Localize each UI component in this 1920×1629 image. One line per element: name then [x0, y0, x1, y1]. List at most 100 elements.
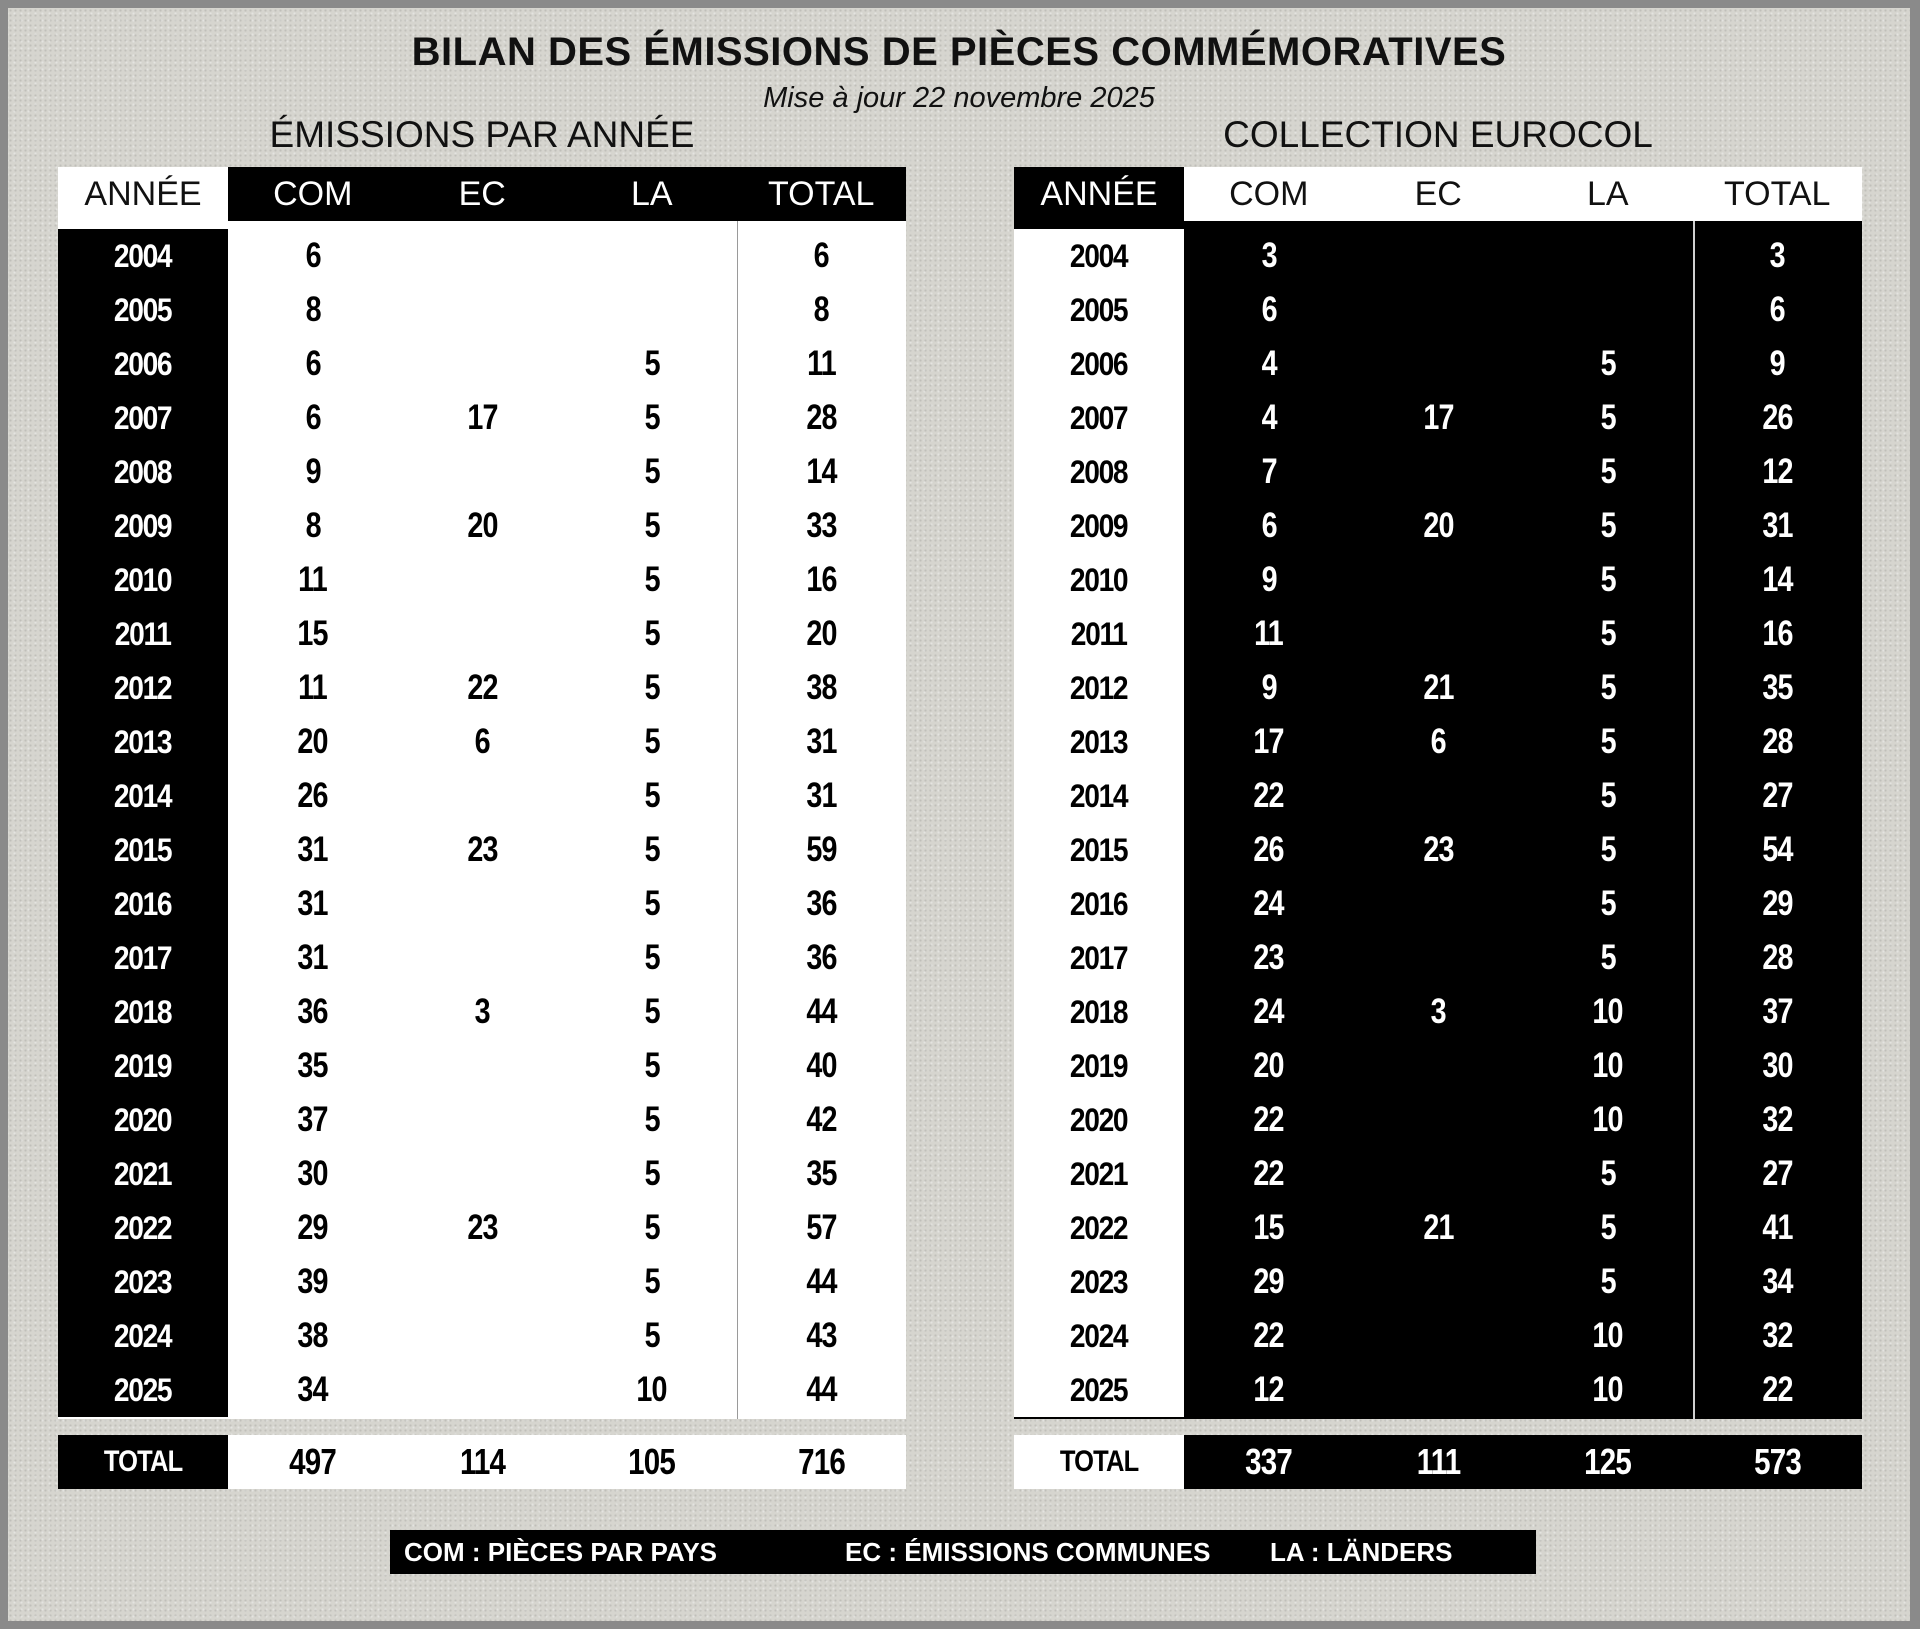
cell-total: 35 — [1762, 668, 1793, 707]
cell-total: 16 — [806, 560, 837, 599]
cell-total: 3 — [1769, 236, 1786, 275]
cell-la: 10 — [636, 1370, 668, 1409]
cell-la: 5 — [644, 1316, 660, 1355]
table-row: 2008 9 5 14 — [58, 445, 906, 499]
table-row: 2006 4 5 9 — [1014, 337, 1862, 391]
header-year: ANNÉE — [1014, 167, 1184, 221]
table-row: 2022 15 21 5 41 — [1014, 1201, 1862, 1255]
cell-la: 5 — [1600, 1262, 1616, 1301]
table-row: 2024 38 5 43 — [58, 1309, 906, 1363]
cell-year: 2005 — [114, 291, 173, 328]
cell-com: 37 — [297, 1100, 329, 1139]
cell-com: 7 — [1261, 452, 1277, 491]
cell-la: 5 — [644, 1046, 660, 1085]
table-row: 2009 8 20 5 33 — [58, 499, 906, 553]
cell-com: 31 — [297, 884, 329, 923]
cell-year: 2004 — [114, 237, 173, 274]
legend-la: LA : LÄNDERS — [1270, 1537, 1453, 1567]
header-total: TOTAL — [736, 167, 906, 221]
cell-year: 2021 — [1070, 1155, 1129, 1192]
cell-la: 5 — [644, 452, 660, 491]
column-divider — [737, 221, 738, 1419]
table-row: 2019 20 10 30 — [1014, 1039, 1862, 1093]
cell-total: 14 — [806, 452, 837, 491]
cell-year: 2006 — [1070, 345, 1129, 382]
cell-year: 2015 — [1070, 831, 1129, 868]
table-row: 2016 31 5 36 — [58, 877, 906, 931]
cell-year: 2011 — [115, 615, 172, 652]
cell-ec: 6 — [1430, 722, 1447, 761]
cell-com: 12 — [1253, 1370, 1285, 1409]
cell-total: 32 — [1762, 1100, 1793, 1139]
table-row: 2019 35 5 40 — [58, 1039, 906, 1093]
cell-com: 22 — [1253, 1154, 1285, 1193]
cell-la: 10 — [1592, 1370, 1624, 1409]
table-row: 2023 29 5 34 — [1014, 1255, 1862, 1309]
cell-com: 8 — [305, 506, 321, 545]
cell-year: 2014 — [114, 777, 173, 814]
cell-year: 2010 — [114, 561, 173, 598]
cell-la: 5 — [644, 884, 660, 923]
cell-year: 2021 — [114, 1155, 173, 1192]
table-row: 2020 22 10 32 — [1014, 1093, 1862, 1147]
legend-com: COM : PIÈCES PAR PAYS — [404, 1537, 718, 1567]
cell-year: 2024 — [1070, 1317, 1129, 1354]
cell-com: 24 — [1253, 992, 1285, 1031]
cell-total: 28 — [1762, 722, 1793, 761]
cell-ec: 23 — [1423, 830, 1454, 869]
cell-la: 5 — [1600, 1154, 1616, 1193]
cell-la: 5 — [644, 614, 660, 653]
cell-la: 5 — [1600, 938, 1616, 977]
cell-year: 2009 — [1070, 507, 1129, 544]
table-row: 2016 24 5 29 — [1014, 877, 1862, 931]
cell-ec: 3 — [1430, 992, 1447, 1031]
cell-year: 2018 — [1070, 993, 1129, 1030]
cell-la: 5 — [1600, 560, 1616, 599]
table-row: 2015 26 23 5 54 — [1014, 823, 1862, 877]
table-body: 2004 3 3 2005 6 6 2006 4 5 9 2007 4 17 5 26 2008 7 5 12 200… — [1014, 221, 1862, 1419]
eurocol-total-row: TOTAL 337 111 125 573 — [1014, 1435, 1862, 1489]
table-row: 2024 22 10 32 — [1014, 1309, 1862, 1363]
cell-total: 33 — [806, 506, 837, 545]
cell-ec: 6 — [474, 722, 491, 761]
cell-la: 10 — [1592, 1316, 1624, 1355]
table-row: 2017 31 5 36 — [58, 931, 906, 985]
cell-com: 3 — [1261, 236, 1277, 275]
total-com: 497 — [289, 1441, 337, 1482]
cell-la: 5 — [644, 1100, 660, 1139]
cell-com: 36 — [297, 992, 329, 1031]
cell-ec: 21 — [1423, 1208, 1454, 1247]
cell-total: 28 — [1762, 938, 1793, 977]
table-row: 2010 11 5 16 — [58, 553, 906, 607]
cell-year: 2015 — [114, 831, 173, 868]
cell-year: 2012 — [114, 669, 173, 706]
cell-la: 5 — [1600, 776, 1616, 815]
cell-year: 2011 — [1071, 615, 1128, 652]
total-total: 716 — [797, 1441, 846, 1482]
table-row: 2012 11 22 5 38 — [58, 661, 906, 715]
table-row: 2025 34 10 44 — [58, 1363, 906, 1417]
cell-la: 5 — [644, 1262, 660, 1301]
cell-year: 2004 — [1070, 237, 1129, 274]
table-header-row: ANNÉE COM EC LA TOTAL — [1014, 167, 1862, 221]
cell-total: 57 — [806, 1208, 837, 1247]
cell-com: 4 — [1261, 398, 1277, 437]
table-row: 2011 11 5 16 — [1014, 607, 1862, 661]
cell-com: 31 — [297, 938, 329, 977]
cell-total: 31 — [806, 722, 837, 761]
header-com: COM — [228, 167, 398, 221]
cell-total: 36 — [806, 938, 837, 977]
total-label: TOTAL — [103, 1445, 183, 1478]
cell-year: 2013 — [1070, 723, 1129, 760]
cell-com: 9 — [305, 452, 321, 491]
cell-la: 5 — [644, 776, 660, 815]
cell-year: 2018 — [114, 993, 173, 1030]
column-divider — [1693, 221, 1695, 1419]
cell-la: 5 — [644, 722, 660, 761]
cell-com: 22 — [1253, 1100, 1285, 1139]
cell-com: 23 — [1253, 938, 1285, 977]
cell-com: 15 — [297, 614, 329, 653]
cell-com: 15 — [1253, 1208, 1285, 1247]
cell-total: 16 — [1762, 614, 1793, 653]
cell-year: 2008 — [1070, 453, 1129, 490]
